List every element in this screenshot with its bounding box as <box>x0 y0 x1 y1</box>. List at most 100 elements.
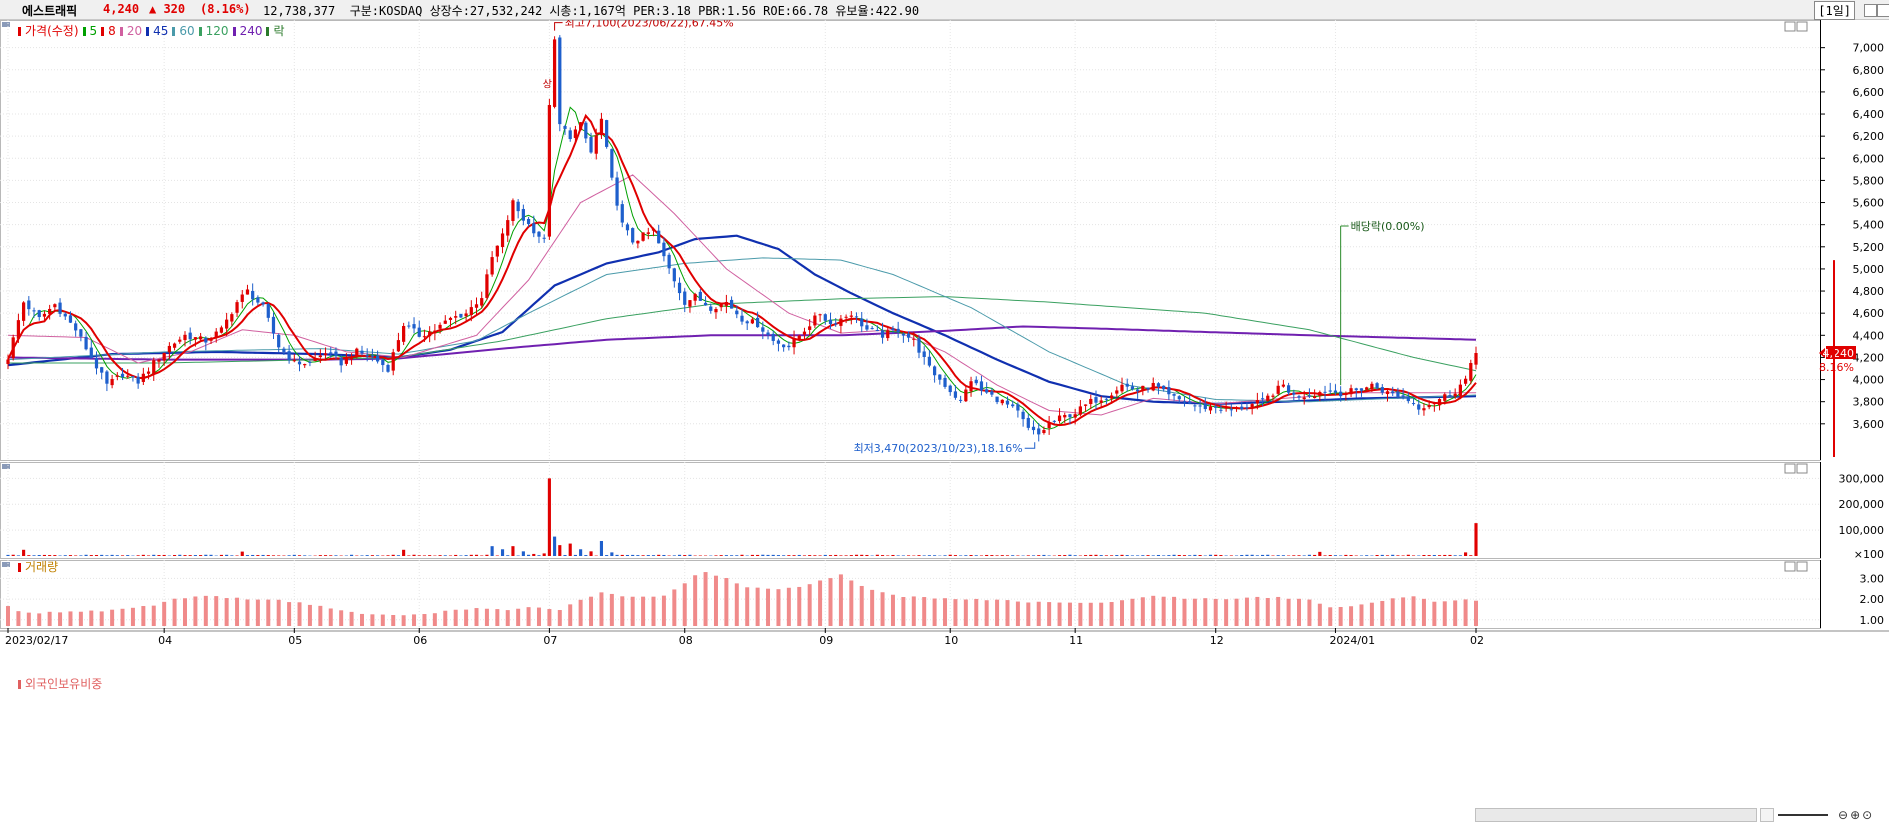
volume-bar <box>1302 555 1306 556</box>
candle-body <box>490 257 494 275</box>
period-selector[interactable]: [1일] <box>1814 1 1855 20</box>
zoom-in-icon[interactable]: ⊕ <box>1850 808 1863 822</box>
candle-body <box>79 329 83 337</box>
close-icon[interactable] <box>1877 4 1889 17</box>
candle-body <box>912 338 916 340</box>
volume-bar <box>219 554 223 556</box>
scroll-right-arrow-icon[interactable] <box>1760 808 1774 822</box>
candle-body <box>485 274 489 298</box>
candle-body <box>433 330 437 334</box>
foreign-ratio-bar <box>943 598 948 626</box>
candle-body <box>724 301 728 306</box>
volume-bar <box>1396 555 1400 556</box>
candle-body <box>891 328 895 331</box>
zoom-out-icon[interactable]: ⊖ <box>1838 808 1851 822</box>
volume-bar <box>974 555 978 556</box>
volume-bar <box>1339 555 1343 556</box>
stock-volume: 12,738,377 <box>263 4 336 18</box>
zoom-slider[interactable] <box>1778 810 1828 816</box>
x-tick-label: 02 <box>1470 634 1484 647</box>
volume-bar <box>1208 554 1213 556</box>
candle-body <box>1047 422 1051 428</box>
candle-body <box>896 328 900 333</box>
candle-body <box>1422 408 1426 411</box>
volume-bar <box>886 555 890 556</box>
volume-bar <box>1000 555 1004 556</box>
legend-label: 20 <box>126 24 143 38</box>
volume-bar <box>48 555 52 556</box>
candle-body <box>709 306 713 311</box>
volume-bar <box>1344 554 1348 556</box>
volume-bar <box>360 555 364 556</box>
candle-body <box>407 325 411 327</box>
volume-bar <box>193 555 197 556</box>
foreign-ratio-bar <box>172 598 177 626</box>
foreign-tick-label: 2.00 <box>1860 593 1885 606</box>
candle-body <box>823 314 827 321</box>
foreign-ratio-bar <box>578 599 583 626</box>
volume-bar <box>1255 555 1259 556</box>
zoom-reset-icon[interactable]: ⊙ <box>1862 808 1875 822</box>
restore-icon[interactable] <box>1864 4 1877 17</box>
volume-bar <box>985 554 989 556</box>
candle-body <box>589 137 593 153</box>
candle-body <box>1057 415 1062 422</box>
candle-body <box>469 307 473 316</box>
x-tick-label: 2023/02/17 <box>5 634 68 647</box>
candle-body <box>1406 396 1410 402</box>
foreign-ratio-bar <box>453 609 458 626</box>
foreign-ratio-bar <box>734 583 739 626</box>
candle-body <box>89 347 93 358</box>
volume-bar <box>136 555 140 556</box>
legend-item: 240 <box>232 24 262 38</box>
legend-item: 120 <box>198 24 229 38</box>
candle-body <box>1000 399 1004 404</box>
volume-bar <box>178 554 182 556</box>
horizontal-scrollbar[interactable] <box>1475 808 1757 822</box>
candle-body <box>641 232 645 241</box>
volume-marker-icon <box>18 563 21 572</box>
legend-item: 가격(수정) <box>18 24 79 38</box>
candle-body <box>240 294 244 302</box>
foreign-ratio-bar <box>651 596 656 626</box>
stock-details: 구분:KOSDAQ 상장수:27,532,242 시총:1,167억 PER:3… <box>349 4 920 18</box>
stock-name[interactable]: 에스트래픽 <box>22 4 78 18</box>
candle-body <box>1146 387 1150 390</box>
candle-body <box>94 358 99 369</box>
foreign-ratio-bar <box>349 611 354 626</box>
candle-body <box>672 268 676 282</box>
volume-bar <box>1240 554 1244 556</box>
candle-body <box>245 289 250 295</box>
candle-body <box>771 333 775 341</box>
volume-bar <box>459 555 463 556</box>
foreign-ratio-bar <box>536 607 541 626</box>
candle-body <box>402 325 406 342</box>
candle-body <box>677 282 682 294</box>
foreign-ratio-bar <box>589 596 594 626</box>
legend-item: 5 <box>82 24 97 38</box>
candle-body <box>1234 407 1239 409</box>
volume-bar <box>527 554 531 556</box>
foreign-ratio-bar <box>1265 597 1270 626</box>
foreign-ratio-bar <box>1338 607 1343 626</box>
volume-bar <box>761 554 765 556</box>
volume-bar <box>225 554 229 556</box>
volume-bar <box>964 555 968 556</box>
foreign-ratio-bar <box>797 586 802 626</box>
price-tick-label: 4,600 <box>1853 307 1885 320</box>
candle-body <box>667 254 671 269</box>
candle-body <box>750 319 755 324</box>
volume-bar <box>1328 555 1332 556</box>
foreign-ratio-bar <box>766 588 771 626</box>
foreign-ratio-bar <box>1026 602 1031 626</box>
candle-body <box>932 366 937 376</box>
volume-bar <box>558 545 562 556</box>
foreign-ratio-bar <box>547 609 552 626</box>
legend-marker-icon <box>101 27 105 36</box>
candle-body <box>865 325 869 330</box>
stock-chart: 3,600 3,800 4,000 4,200 4,400 4,600 4,800 5,000… <box>0 20 1889 647</box>
foreign-ratio-bar <box>932 598 937 626</box>
volume-bar <box>152 554 156 556</box>
zoom-controls[interactable]: ⊖⊕⊙ <box>1838 808 1884 822</box>
legend-label: 45 <box>153 24 169 38</box>
